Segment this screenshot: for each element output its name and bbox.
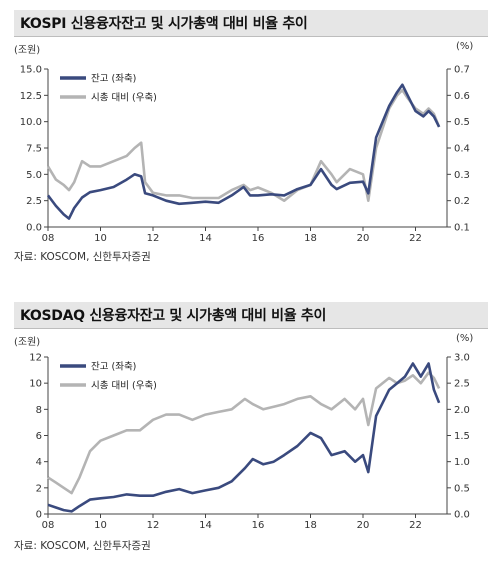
ratio-series-line: [47, 371, 441, 495]
x-tick-label: 12: [147, 520, 160, 531]
legend-label: 시총 대비 (우축): [91, 93, 157, 104]
x-tick-label: 20: [357, 520, 370, 531]
left-axis-unit: (조원): [14, 45, 41, 56]
right-tick-label: 3.0: [454, 353, 470, 364]
x-tick-label: 20: [357, 233, 370, 244]
right-tick-label: 0.2: [454, 196, 470, 207]
x-tick-label: 10: [94, 520, 107, 531]
right-tick-label: 0.3: [454, 170, 470, 181]
balance-series-line: [46, 83, 441, 220]
left-tick-label: 5.0: [26, 170, 42, 181]
left-tick-label: 7.5: [26, 144, 42, 155]
left-tick-label: 15.0: [20, 65, 42, 76]
left-tick-label: 10: [29, 379, 42, 390]
left-tick-label: 2.5: [26, 196, 42, 207]
chart-title-bar: KOSPI 신용융자잔고 및 시가총액 대비 비율 추이: [14, 10, 488, 37]
right-tick-label: 2.5: [454, 379, 470, 390]
left-tick-label: 0.0: [26, 223, 42, 234]
chart-title-bar: KOSDAQ 신용융자잔고 및 시가총액 대비 비율 추이: [14, 302, 488, 329]
right-tick-label: 0.7: [454, 65, 470, 76]
left-tick-label: 4: [36, 457, 42, 468]
source-note: 자료: KOSCOM, 신한투자증권: [14, 540, 151, 552]
x-tick-label: 18: [304, 520, 317, 531]
x-tick-label: 14: [199, 520, 212, 531]
left-tick-label: 6: [36, 431, 42, 442]
right-tick-label: 0.5: [454, 117, 470, 128]
x-tick-label: 10: [94, 233, 107, 244]
left-tick-label: 8: [36, 405, 42, 416]
kospi-chart-panel: KOSPI 신용융자잔고 및 시가총액 대비 비율 추이 (조원) (%) 0.…: [0, 0, 501, 280]
right-tick-label: 2.0: [454, 405, 470, 416]
x-tick-label: 08: [42, 520, 55, 531]
x-tick-label: 08: [42, 233, 55, 244]
x-tick-label: 12: [147, 233, 160, 244]
right-tick-label: 0.0: [454, 510, 470, 521]
left-tick-label: 12.5: [20, 91, 42, 102]
legend-label: 잔고 (좌축): [91, 74, 136, 85]
balance-series-line: [47, 362, 441, 513]
right-tick-label: 1.0: [454, 457, 470, 468]
right-axis-unit: (%): [456, 333, 474, 344]
left-tick-label: 0: [36, 510, 42, 521]
kospi-line-chart: 0.0 2.5 5.0 7.5 10.0 12.5 15.0 0.1 0.2 0.3 0.4 0.5 0…: [20, 65, 470, 245]
x-tick-label: 22: [409, 233, 422, 244]
left-tick-label: 10.0: [20, 117, 42, 128]
left-axis-unit: (조원): [14, 337, 41, 348]
ratio-series-line: [46, 88, 441, 202]
x-tick-label: 16: [252, 233, 265, 244]
chart-title: KOSPI 신용융자잔고 및 시가총액 대비 비율 추이: [20, 16, 308, 32]
x-tick-label: 22: [409, 520, 422, 531]
x-tick-label: 14: [199, 233, 212, 244]
right-tick-label: 1.5: [454, 431, 470, 442]
x-tick-label: 18: [304, 233, 317, 244]
legend-label: 잔고 (좌축): [91, 362, 136, 373]
right-axis-unit: (%): [456, 41, 474, 52]
left-tick-label: 12: [29, 353, 42, 364]
right-tick-label: 0.5: [454, 483, 470, 494]
right-tick-label: 0.4: [454, 144, 470, 155]
chart-title: KOSDAQ 신용융자잔고 및 시가총액 대비 비율 추이: [20, 308, 327, 324]
source-note: 자료: KOSCOM, 신한투자증권: [14, 251, 151, 263]
right-tick-label: 0.1: [454, 223, 470, 234]
left-tick-label: 2: [36, 483, 42, 494]
x-tick-label: 16: [252, 520, 265, 531]
legend-label: 시총 대비 (우축): [91, 381, 157, 392]
right-tick-label: 0.6: [454, 91, 470, 102]
